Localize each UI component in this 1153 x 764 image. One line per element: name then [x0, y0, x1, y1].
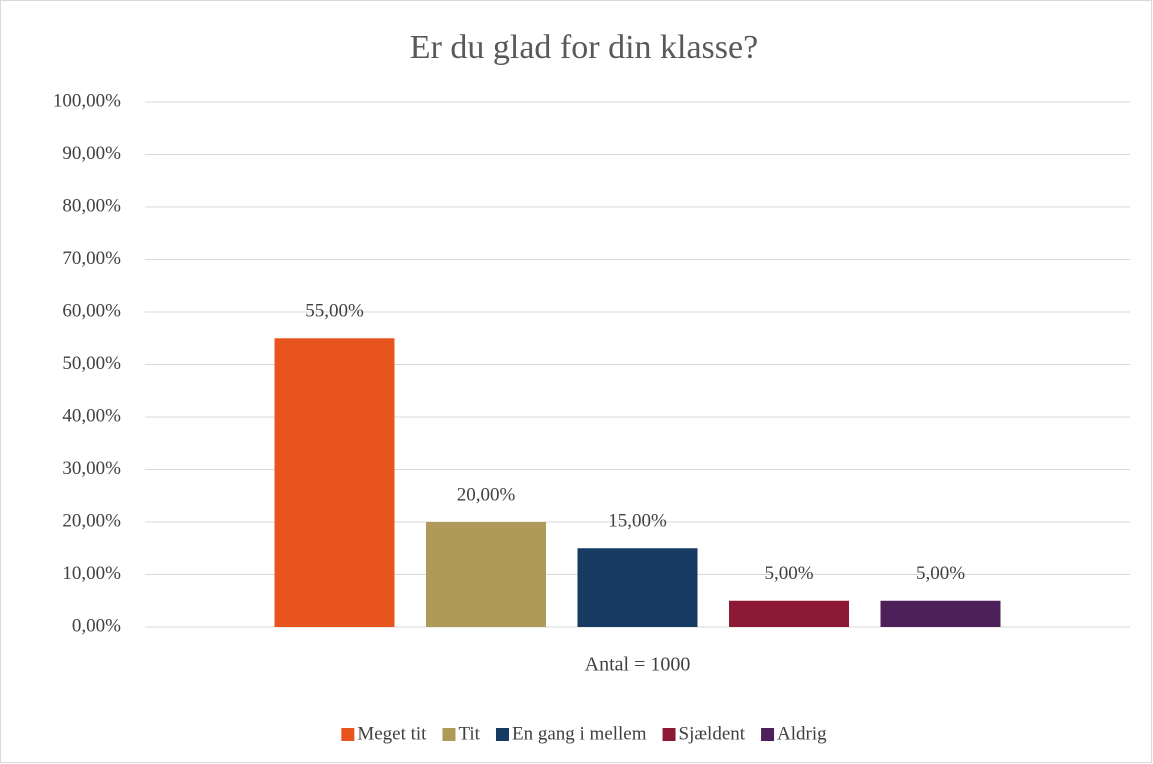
legend-swatch [495, 728, 509, 741]
y-tick-label: 80,00% [62, 195, 121, 216]
y-tick-label: 50,00% [62, 353, 121, 374]
data-label: 5,00% [916, 563, 965, 584]
data-label: 55,00% [305, 301, 364, 322]
chart-title: Er du glad for din klasse? [410, 29, 758, 66]
legend-swatch [662, 728, 676, 741]
data-label: 15,00% [608, 511, 667, 532]
y-tick-label: 100,00% [53, 90, 121, 111]
legend-label: Tit [458, 723, 480, 744]
legend-swatch [761, 728, 775, 741]
legend-label: Aldrig [777, 723, 827, 744]
y-tick-label: 0,00% [72, 615, 121, 636]
legend-label: Sjældent [679, 723, 746, 744]
legend-label: Meget tit [357, 723, 427, 744]
bar [729, 600, 849, 627]
data-label: 20,00% [457, 484, 516, 505]
bar [274, 338, 395, 627]
y-tick-label: 70,00% [62, 248, 121, 269]
legend-swatch [341, 728, 355, 741]
y-tick-label: 90,00% [62, 143, 121, 164]
bar [426, 522, 546, 627]
y-tick-label: 30,00% [62, 458, 121, 479]
legend-label: En gang i mellem [512, 723, 647, 744]
y-tick-label: 40,00% [62, 405, 121, 426]
bar [880, 600, 1001, 627]
y-tick-label: 20,00% [62, 510, 121, 531]
x-tick-label: Antal = 1000 [585, 654, 691, 676]
y-tick-label: 60,00% [62, 300, 121, 321]
y-tick-label: 10,00% [62, 563, 121, 584]
data-label: 5,00% [764, 563, 813, 584]
bar [577, 548, 698, 627]
legend-swatch [442, 728, 456, 741]
